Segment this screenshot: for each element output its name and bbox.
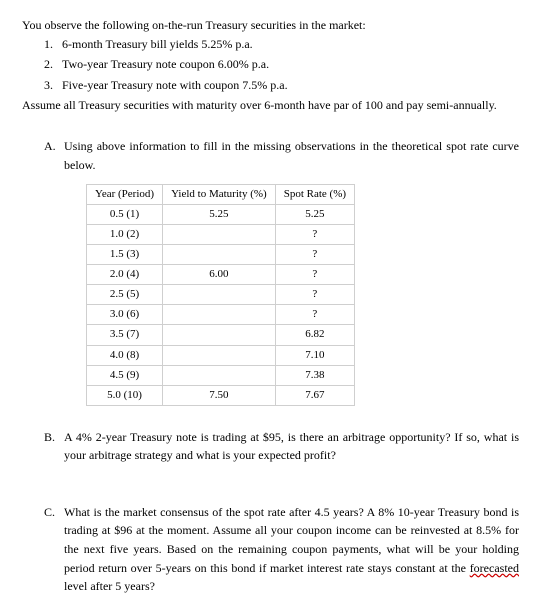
table-cell: 2.0 (4) [87,265,163,285]
table-cell: 6.00 [163,265,276,285]
table-row: 3.0 (6)? [87,305,355,325]
table-cell: 6.82 [275,325,354,345]
table-row: 4.0 (8) 7.10 [87,345,355,365]
forecasted-word: forecasted [470,561,519,575]
table-row: 3.5 (7) 6.82 [87,325,355,345]
table-cell: 5.25 [163,205,276,225]
section-c-letter: C. [44,503,64,596]
table-cell: 1.5 (3) [87,245,163,265]
section-b-text: A 4% 2-year Treasury note is trading at … [64,428,519,465]
th-year: Year (Period) [87,185,163,205]
section-c-post: level after 5 years? [64,579,155,593]
th-spot: Spot Rate (%) [275,185,354,205]
table-cell [163,305,276,325]
spot-rate-table: Year (Period) Yield to Maturity (%) Spot… [86,184,355,406]
section-c-text: What is the market consensus of the spot… [64,503,519,596]
obs-item-3: 3. Five-year Treasury note with coupon 7… [44,76,519,95]
table-cell: ? [275,285,354,305]
table-cell: 2.5 (5) [87,285,163,305]
table-header-row: Year (Period) Yield to Maturity (%) Spot… [87,185,355,205]
table-cell: ? [275,265,354,285]
table-cell: 3.0 (6) [87,305,163,325]
table-cell: 5.25 [275,205,354,225]
table-cell: 7.38 [275,365,354,385]
table-cell: 7.10 [275,345,354,365]
section-c-pre: What is the market consensus of the spot… [64,505,519,575]
table-cell: 7.50 [163,385,276,405]
table-cell: 7.67 [275,385,354,405]
obs-num-1: 1. [44,35,62,54]
table-cell: ? [275,305,354,325]
table-cell [163,345,276,365]
table-cell: 0.5 (1) [87,205,163,225]
assume-text: Assume all Treasury securities with matu… [22,96,519,115]
table-cell: 3.5 (7) [87,325,163,345]
table-cell: ? [275,245,354,265]
obs-text-3: Five-year Treasury note with coupon 7.5%… [62,76,288,95]
intro-text: You observe the following on-the-run Tre… [22,16,519,35]
section-b-letter: B. [44,428,64,465]
table-cell: 4.5 (9) [87,365,163,385]
table-row: 5.0 (10)7.507.67 [87,385,355,405]
table-row: 1.0 (2)? [87,225,355,245]
table-cell [163,365,276,385]
table-cell: ? [275,225,354,245]
section-a-letter: A. [44,137,64,174]
table-cell: 1.0 (2) [87,225,163,245]
section-c: C. What is the market consensus of the s… [44,503,519,596]
table-row: 1.5 (3)? [87,245,355,265]
obs-text-2: Two-year Treasury note coupon 6.00% p.a. [62,55,269,74]
table-row: 2.5 (5)? [87,285,355,305]
table-cell [163,285,276,305]
obs-item-1: 1. 6-month Treasury bill yields 5.25% p.… [44,35,519,54]
table-row: 4.5 (9) 7.38 [87,365,355,385]
table-cell: 4.0 (8) [87,345,163,365]
table-row: 0.5 (1)5.255.25 [87,205,355,225]
obs-item-2: 2. Two-year Treasury note coupon 6.00% p… [44,55,519,74]
table-row: 2.0 (4)6.00? [87,265,355,285]
th-ytm: Yield to Maturity (%) [163,185,276,205]
table-cell: 5.0 (10) [87,385,163,405]
obs-text-1: 6-month Treasury bill yields 5.25% p.a. [62,35,253,54]
table-cell [163,245,276,265]
obs-num-2: 2. [44,55,62,74]
obs-num-3: 3. [44,76,62,95]
table-cell [163,325,276,345]
section-a-text: Using above information to fill in the m… [64,137,519,174]
section-a: A. Using above information to fill in th… [44,137,519,174]
table-cell [163,225,276,245]
section-b: B. A 4% 2-year Treasury note is trading … [44,428,519,465]
